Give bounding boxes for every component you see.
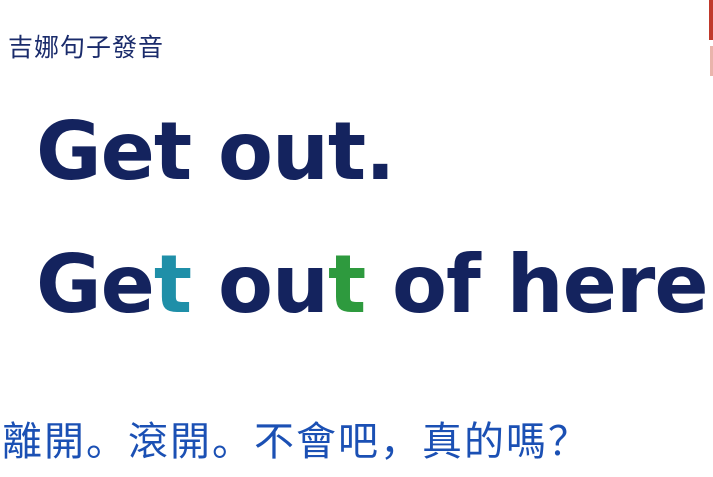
sentence-get-out-of-here: Get out of here. [36, 245, 713, 325]
sentence-get-out: Get out. [36, 105, 396, 198]
sentence-part: of here. [365, 238, 713, 331]
corner-accent-bar-small [710, 46, 713, 76]
chinese-translation: 離開。滾開。不會吧，真的嗎？ [2, 419, 590, 465]
sentence-part: Ge [36, 238, 155, 331]
sentence-part: ou [191, 238, 329, 331]
corner-accent-bar [709, 0, 713, 40]
series-title: 吉娜句子發音 [8, 33, 165, 62]
highlighted-t-teal: t [153, 238, 192, 331]
highlighted-t-green: t [327, 238, 366, 331]
